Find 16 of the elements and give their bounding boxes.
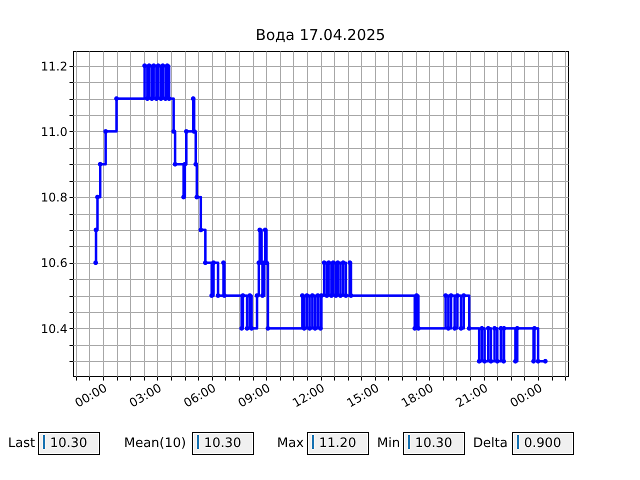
text: Mean(10)	[124, 436, 186, 451]
text-field: 10.30	[38, 432, 100, 455]
y-tick-label: 10.4	[40, 322, 68, 336]
text-field: 11.20	[307, 432, 369, 455]
text: Delta	[473, 436, 508, 451]
text: Max	[277, 436, 304, 451]
text-field: 0.900	[512, 432, 574, 455]
y-tick-label: 10.6	[40, 256, 68, 270]
y-tick-label: 10.8	[40, 190, 68, 205]
text-field: 10.30	[403, 432, 465, 455]
text: Last	[8, 436, 36, 451]
text-field: 10.30	[192, 432, 254, 455]
text: Min	[377, 436, 400, 451]
y-tick-label: 11.0	[40, 124, 68, 139]
chart-title: Вода 17.04.2025	[256, 26, 386, 44]
y-tick-label: 11.2	[40, 59, 68, 74]
